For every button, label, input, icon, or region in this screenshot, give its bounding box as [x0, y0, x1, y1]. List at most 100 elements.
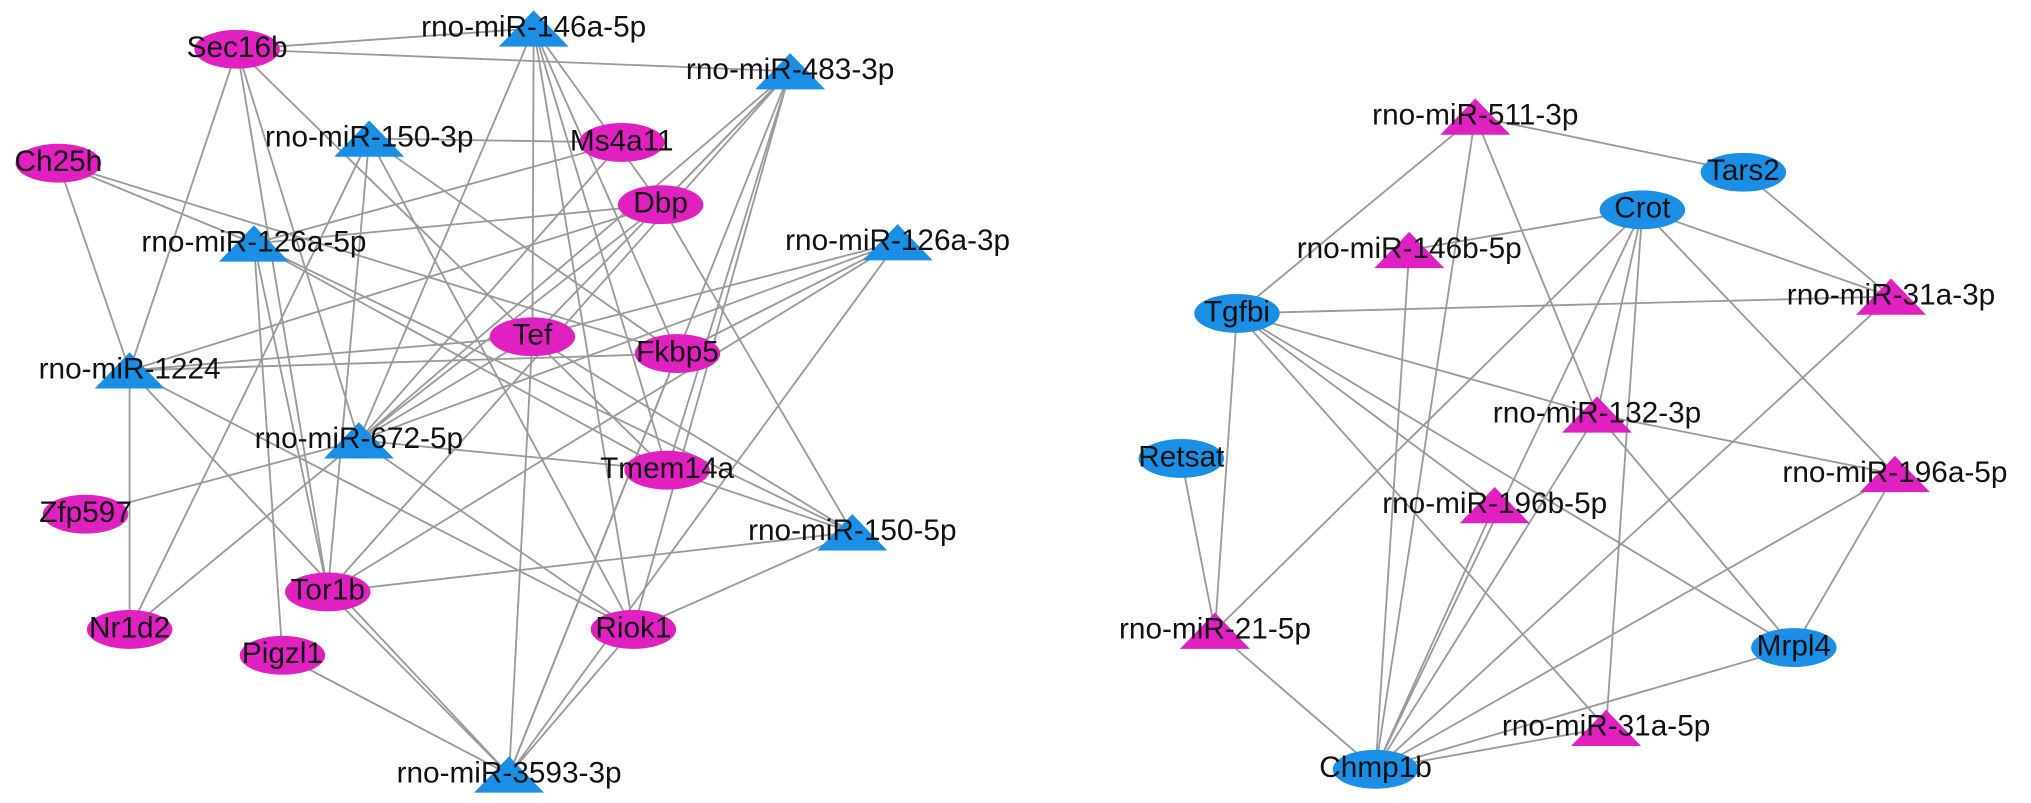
node-label: Dbp [633, 186, 688, 219]
node-label: Sec16b [187, 31, 288, 64]
node-label: rno-miR-3593-3p [397, 756, 622, 789]
gene-node [1332, 749, 1419, 789]
edge [128, 369, 510, 776]
gene-node [239, 635, 326, 675]
edge [508, 353, 679, 775]
mirna-node [1374, 231, 1445, 269]
node-label: Fkbp5 [636, 335, 719, 368]
edge [358, 241, 898, 442]
mirna-node [862, 224, 933, 261]
edge [1236, 295, 1892, 315]
edge [1742, 171, 1892, 298]
gene-node [1751, 628, 1837, 668]
edge [358, 28, 535, 441]
mirna-node [817, 514, 888, 551]
node-label: Mrpl4 [1757, 629, 1831, 662]
node-label: Tmem14a [600, 452, 734, 485]
edge [253, 203, 661, 245]
node-label: rno-miR-150-5p [748, 514, 956, 547]
mirna-node [474, 756, 545, 793]
gene-node [15, 143, 102, 183]
mirna-node [1179, 612, 1250, 649]
edge [1596, 209, 1644, 415]
edge [253, 141, 623, 245]
mirna-node [94, 352, 165, 389]
edge [1236, 312, 1795, 649]
gene-node [624, 450, 710, 490]
edge [1374, 249, 1411, 770]
edge [129, 369, 634, 631]
edge [1374, 504, 1496, 770]
edge [508, 336, 534, 775]
node-label: rno-miR-1224 [39, 352, 221, 385]
edge [327, 591, 510, 776]
edge [326, 138, 371, 592]
edge [508, 241, 899, 776]
edge [532, 27, 662, 206]
edge [1374, 116, 1477, 770]
gene-node [1700, 152, 1787, 192]
mirna-node [334, 120, 405, 157]
edge [368, 138, 635, 630]
edge [1475, 115, 1744, 174]
edge [1474, 116, 1598, 415]
node-label: rno-miR-511-3p [1372, 98, 1578, 131]
edge [1236, 312, 1496, 506]
node-label: rno-miR-21-5p [1119, 613, 1311, 646]
edge [532, 241, 898, 338]
node-label: rno-miR-146b-5p [1297, 232, 1522, 265]
edge [358, 439, 668, 472]
edge [508, 628, 635, 776]
node-label: rno-miR-150-3p [265, 120, 473, 153]
edge [236, 49, 329, 593]
node-label: Retsat [1138, 440, 1225, 473]
mirna-node [1459, 486, 1530, 524]
gene-node [1138, 439, 1225, 478]
mirna-node [1571, 709, 1642, 747]
edge [237, 48, 791, 73]
edge [532, 28, 635, 630]
edge [358, 141, 623, 441]
edge [237, 27, 534, 51]
edge [358, 335, 533, 442]
node-label: Zfp597 [39, 496, 132, 529]
edge [1596, 413, 1896, 475]
edge [677, 241, 899, 355]
node-label: Nr1d2 [89, 611, 170, 644]
node-label: Pigzl1 [242, 637, 323, 670]
node-label: rno-miR-672-5p [255, 422, 463, 455]
gene-node [489, 317, 576, 357]
mirna-node [498, 10, 569, 47]
node-label: rno-miR-31a-5p [1502, 710, 1710, 743]
gene-node [579, 123, 665, 162]
edge [1214, 630, 1377, 771]
gene-node [42, 494, 129, 534]
edge [253, 243, 284, 656]
node-label: rno-miR-146a-5p [421, 10, 646, 43]
node-label: Tor1b [291, 574, 365, 607]
edge [129, 335, 533, 372]
edge [253, 242, 853, 534]
node-label: Chmp1b [1319, 751, 1432, 784]
node-label: rno-miR-196a-5p [1782, 456, 2007, 489]
edge [1236, 115, 1476, 315]
edge [128, 48, 238, 371]
node-label: Tars2 [1707, 154, 1780, 187]
edge [358, 439, 634, 631]
mirna-node [755, 53, 826, 90]
edge [1180, 458, 1216, 631]
node-label: Ms4a11 [570, 124, 674, 157]
edge [633, 531, 853, 631]
edge [1236, 312, 1598, 416]
gene-node [285, 572, 371, 612]
node-label: Riok1 [595, 611, 671, 644]
edge [128, 138, 371, 630]
edge [129, 203, 661, 372]
edge [1214, 313, 1238, 631]
edge [666, 70, 792, 471]
node-label: rno-miR-126a-5p [141, 225, 366, 258]
edge [659, 204, 854, 533]
edge [129, 439, 360, 631]
edge [1236, 312, 1607, 729]
